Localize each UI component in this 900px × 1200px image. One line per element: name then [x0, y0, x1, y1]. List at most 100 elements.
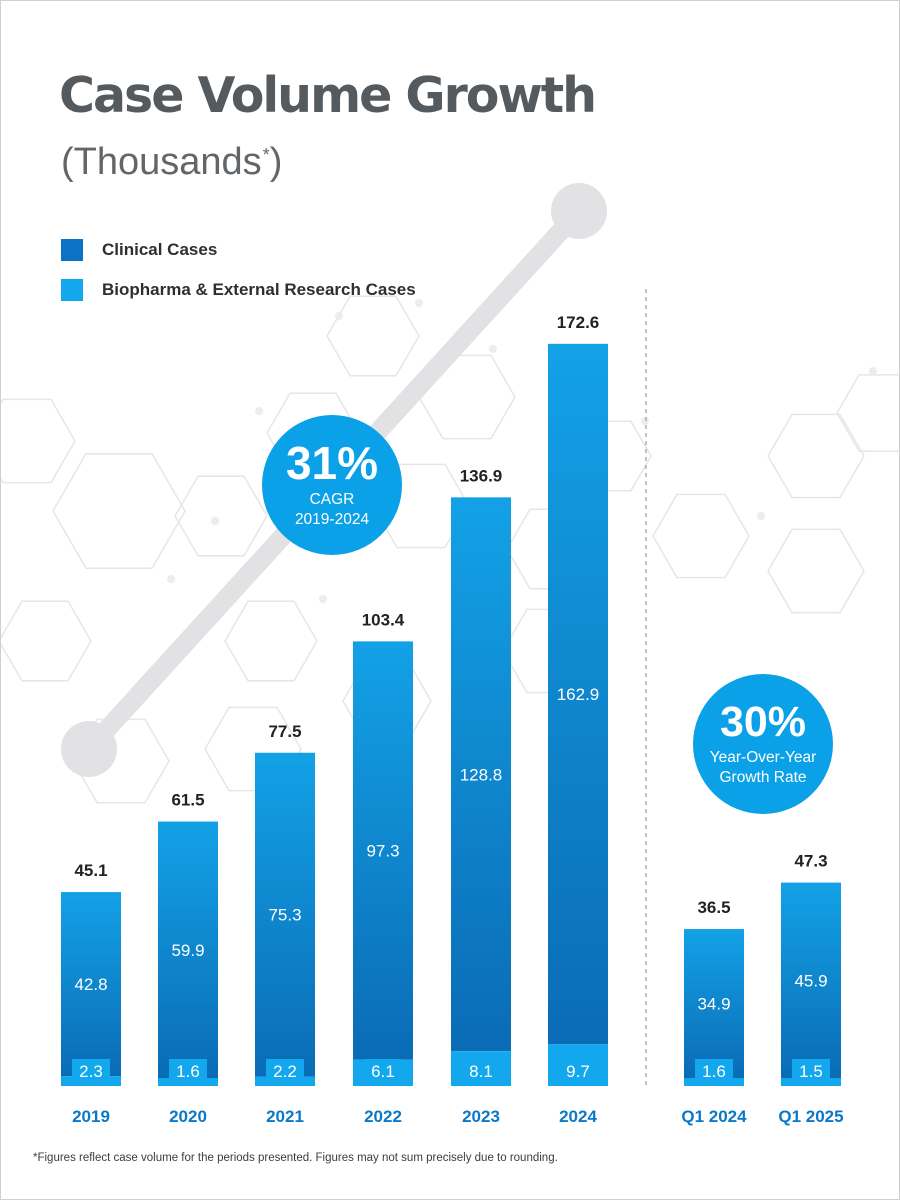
yoy-callout: 30% Year-Over-Year Growth Rate [693, 674, 833, 814]
legend-swatch-biopharma [61, 279, 83, 301]
clinical-value-label: 97.3 [366, 842, 399, 861]
subtitle-footnote-mark: * [262, 145, 270, 165]
bar-group-2023: 8.1 128.8 136.9 2023 [451, 466, 511, 1126]
hexagon-shape [767, 413, 865, 499]
yoy-badge [693, 674, 833, 814]
total-value-label: 36.5 [697, 898, 730, 917]
total-value-label: 45.1 [74, 861, 107, 880]
bar-group-2021: 2.2 75.3 77.5 2021 [255, 722, 315, 1126]
biopharma-value-label: 1.6 [702, 1062, 726, 1081]
biopharma-label-box [695, 1059, 733, 1083]
total-value-label: 103.4 [362, 610, 405, 629]
biopharma-value-label: 1.6 [176, 1062, 200, 1081]
hexagon-node [319, 595, 327, 603]
legend-label-biopharma: Biopharma & External Research Cases [102, 280, 416, 299]
legend-item-biopharma: Biopharma & External Research Cases [61, 278, 416, 302]
hexagon-node [255, 407, 263, 415]
category-label: 2022 [364, 1107, 402, 1126]
cagr-value: 31% [286, 437, 378, 489]
hexagon-shape [767, 528, 865, 614]
clinical-value-label: 45.9 [794, 971, 827, 990]
biopharma-value-label: 8.1 [469, 1062, 493, 1081]
cagr-callout: 31% CAGR 2019-2024 [262, 415, 402, 555]
hexagon-shape [1, 398, 76, 484]
biopharma-label-box [72, 1059, 110, 1083]
clinical-value-label: 34.9 [697, 995, 730, 1014]
category-label: 2021 [266, 1107, 304, 1126]
biopharma-label-box [364, 1059, 402, 1083]
hexagon-shape [224, 600, 318, 682]
bar-group-2020: 1.6 59.9 61.5 2020 [158, 791, 218, 1126]
category-label: Q1 2024 [681, 1107, 747, 1126]
hexagon-node [869, 367, 877, 375]
bar-group-q1-2024: 1.6 34.9 36.5 Q1 2024 [681, 898, 747, 1126]
bar-clinical [353, 641, 413, 1060]
clinical-value-label: 42.8 [74, 975, 107, 994]
biopharma-label-box [462, 1059, 500, 1083]
hexagon-shape [326, 295, 420, 377]
hexagon-node [489, 345, 497, 353]
total-value-label: 77.5 [268, 722, 301, 741]
biopharma-value-label: 2.3 [79, 1062, 103, 1081]
subtitle-text: (Thousands [61, 141, 262, 183]
hexagon-shape [52, 453, 186, 569]
yoy-value: 30% [720, 698, 806, 746]
bar-clinical [781, 882, 841, 1078]
hexagon-node [167, 575, 175, 583]
hexagon-shape [174, 475, 268, 557]
yoy-label: Year-Over-Year [710, 749, 817, 766]
trend-end-dot [551, 183, 607, 239]
bar-clinical [548, 343, 608, 1045]
category-label: 2019 [72, 1107, 110, 1126]
clinical-value-label: 162.9 [557, 685, 600, 704]
biopharma-label-box [792, 1059, 830, 1083]
chart-title: Case Volume Growth [59, 67, 597, 124]
total-value-label: 136.9 [460, 466, 503, 485]
biopharma-value-label: 9.7 [566, 1062, 590, 1081]
chart-subtitle: (Thousands*) [61, 141, 282, 184]
hexagon-node [211, 517, 219, 525]
hexagon-node [415, 299, 423, 307]
bar-clinical [684, 929, 744, 1078]
subtitle-close: ) [269, 141, 283, 183]
hexagon-node [757, 512, 765, 520]
legend-swatch-clinical [61, 239, 83, 261]
trend-start-dot [61, 721, 117, 777]
biopharma-value-label: 1.5 [799, 1062, 823, 1081]
bars: 2.3 42.8 45.1 2019 1.6 59.9 61.5 2020 2.2 75.3 77.… [61, 313, 844, 1126]
hexagon-node [335, 312, 343, 320]
legend-item-clinical: Clinical Cases [61, 238, 217, 262]
clinical-value-label: 128.8 [460, 765, 503, 784]
cagr-label: CAGR [310, 491, 355, 508]
bar-clinical [158, 821, 218, 1078]
cagr-period: 2019-2024 [295, 511, 370, 528]
biopharma-value-label: 6.1 [371, 1062, 395, 1081]
legend-label-clinical: Clinical Cases [102, 240, 218, 259]
bar-group-q1-2025: 1.5 45.9 47.3 Q1 2025 [778, 852, 843, 1126]
cagr-badge [262, 415, 402, 555]
hexagon-shape [1, 600, 92, 682]
clinical-value-label: 75.3 [268, 906, 301, 925]
hexagon-shape [836, 374, 899, 452]
biopharma-label-box [169, 1059, 207, 1083]
biopharma-label-box [266, 1059, 304, 1083]
total-value-label: 61.5 [171, 791, 204, 810]
bar-group-2024: 9.7 162.9 172.6 2024 [548, 313, 608, 1126]
total-value-label: 47.3 [794, 852, 827, 871]
footnote: *Figures reflect case volume for the per… [33, 1152, 558, 1164]
category-label: 2023 [462, 1107, 500, 1126]
yoy-label-2: Growth Rate [719, 769, 806, 786]
bar-clinical [255, 752, 315, 1077]
hexagon-node [641, 417, 649, 425]
bar-clinical [451, 497, 511, 1052]
hexagon-shape [652, 493, 750, 579]
clinical-value-label: 59.9 [171, 941, 204, 960]
category-label: Q1 2025 [778, 1107, 843, 1126]
biopharma-label-box [559, 1059, 597, 1083]
total-value-label: 172.6 [557, 313, 600, 332]
category-label: 2024 [559, 1107, 597, 1126]
bar-group-2022: 6.1 97.3 103.4 2022 [353, 610, 413, 1126]
biopharma-value-label: 2.2 [273, 1062, 297, 1081]
